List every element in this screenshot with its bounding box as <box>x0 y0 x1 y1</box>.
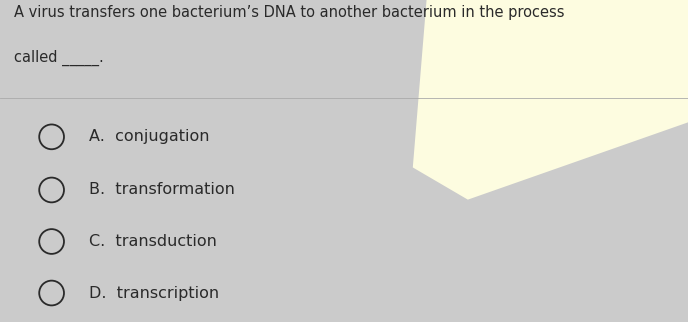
Text: D.  transcription: D. transcription <box>89 286 219 300</box>
Text: B.  transformation: B. transformation <box>89 183 235 197</box>
Text: A.  conjugation: A. conjugation <box>89 129 210 144</box>
Polygon shape <box>413 0 688 200</box>
Text: called _____.: called _____. <box>14 50 103 66</box>
Text: A virus transfers one bacterium’s DNA to another bacterium in the process: A virus transfers one bacterium’s DNA to… <box>14 5 564 20</box>
Text: C.  transduction: C. transduction <box>89 234 217 249</box>
